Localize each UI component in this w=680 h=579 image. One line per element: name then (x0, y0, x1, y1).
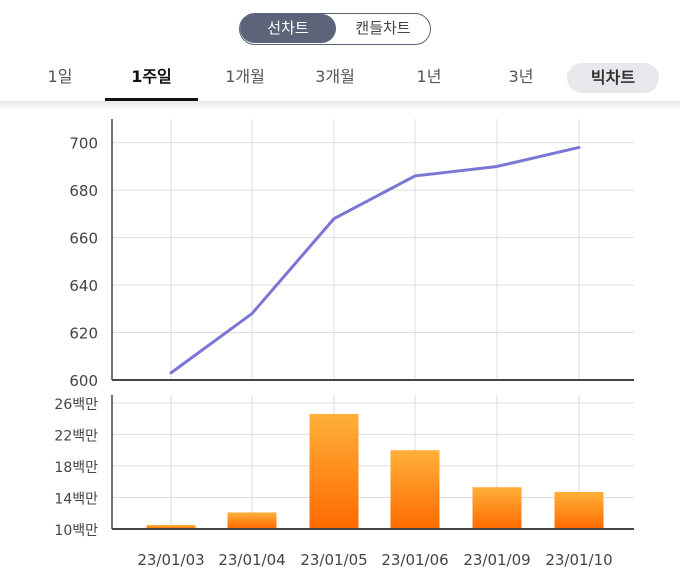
volume-tick-label: 10백만 (54, 523, 98, 539)
price-tick-label: 660 (69, 230, 98, 248)
period-1d[interactable]: 1일 (47, 67, 73, 86)
volume-tick-label: 26백만 (54, 397, 98, 413)
period-3y[interactable]: 3년 (508, 67, 534, 86)
period-tabs: 1일 1주일 1개월 3개월 1년 3년 빅차트 (0, 57, 680, 101)
price-tick-label: 640 (69, 277, 98, 295)
price-tick-label: 680 (69, 182, 98, 200)
date-tick-label: 23/01/10 (545, 551, 612, 569)
price-tick-label: 620 (69, 325, 98, 343)
chart-type-toggle: 선차트 캔들차트 (239, 13, 431, 45)
date-tick-label: 23/01/03 (137, 551, 204, 569)
line-chart-tab[interactable]: 선차트 (240, 14, 336, 43)
price-tick-label: 700 (69, 135, 98, 153)
volume-tick-label: 18백만 (54, 460, 98, 476)
date-tick-label: 23/01/05 (300, 551, 367, 569)
volume-bar (390, 450, 440, 529)
period-1y[interactable]: 1년 (416, 67, 442, 86)
price-line (169, 145, 581, 375)
date-tick-label: 23/01/04 (218, 551, 285, 569)
volume-bar (146, 525, 196, 529)
volume-bar (309, 413, 359, 529)
volume-tick-label: 14백만 (54, 491, 98, 507)
volume-tick-label: 22백만 (54, 428, 98, 444)
period-1m[interactable]: 1개월 (225, 67, 265, 86)
volume-bar (227, 512, 277, 529)
period-1w[interactable]: 1주일 (105, 57, 198, 101)
price-tick-label: 600 (69, 372, 98, 390)
volume-bar (472, 487, 522, 529)
header-shadow (0, 101, 680, 111)
date-tick-label: 23/01/06 (381, 551, 448, 569)
candle-chart-tab[interactable]: 캔들차트 (355, 19, 411, 37)
date-tick-label: 23/01/09 (463, 551, 530, 569)
big-chart-button[interactable]: 빅차트 (567, 63, 659, 93)
volume-bar (554, 491, 604, 529)
period-3m[interactable]: 3개월 (315, 67, 355, 86)
